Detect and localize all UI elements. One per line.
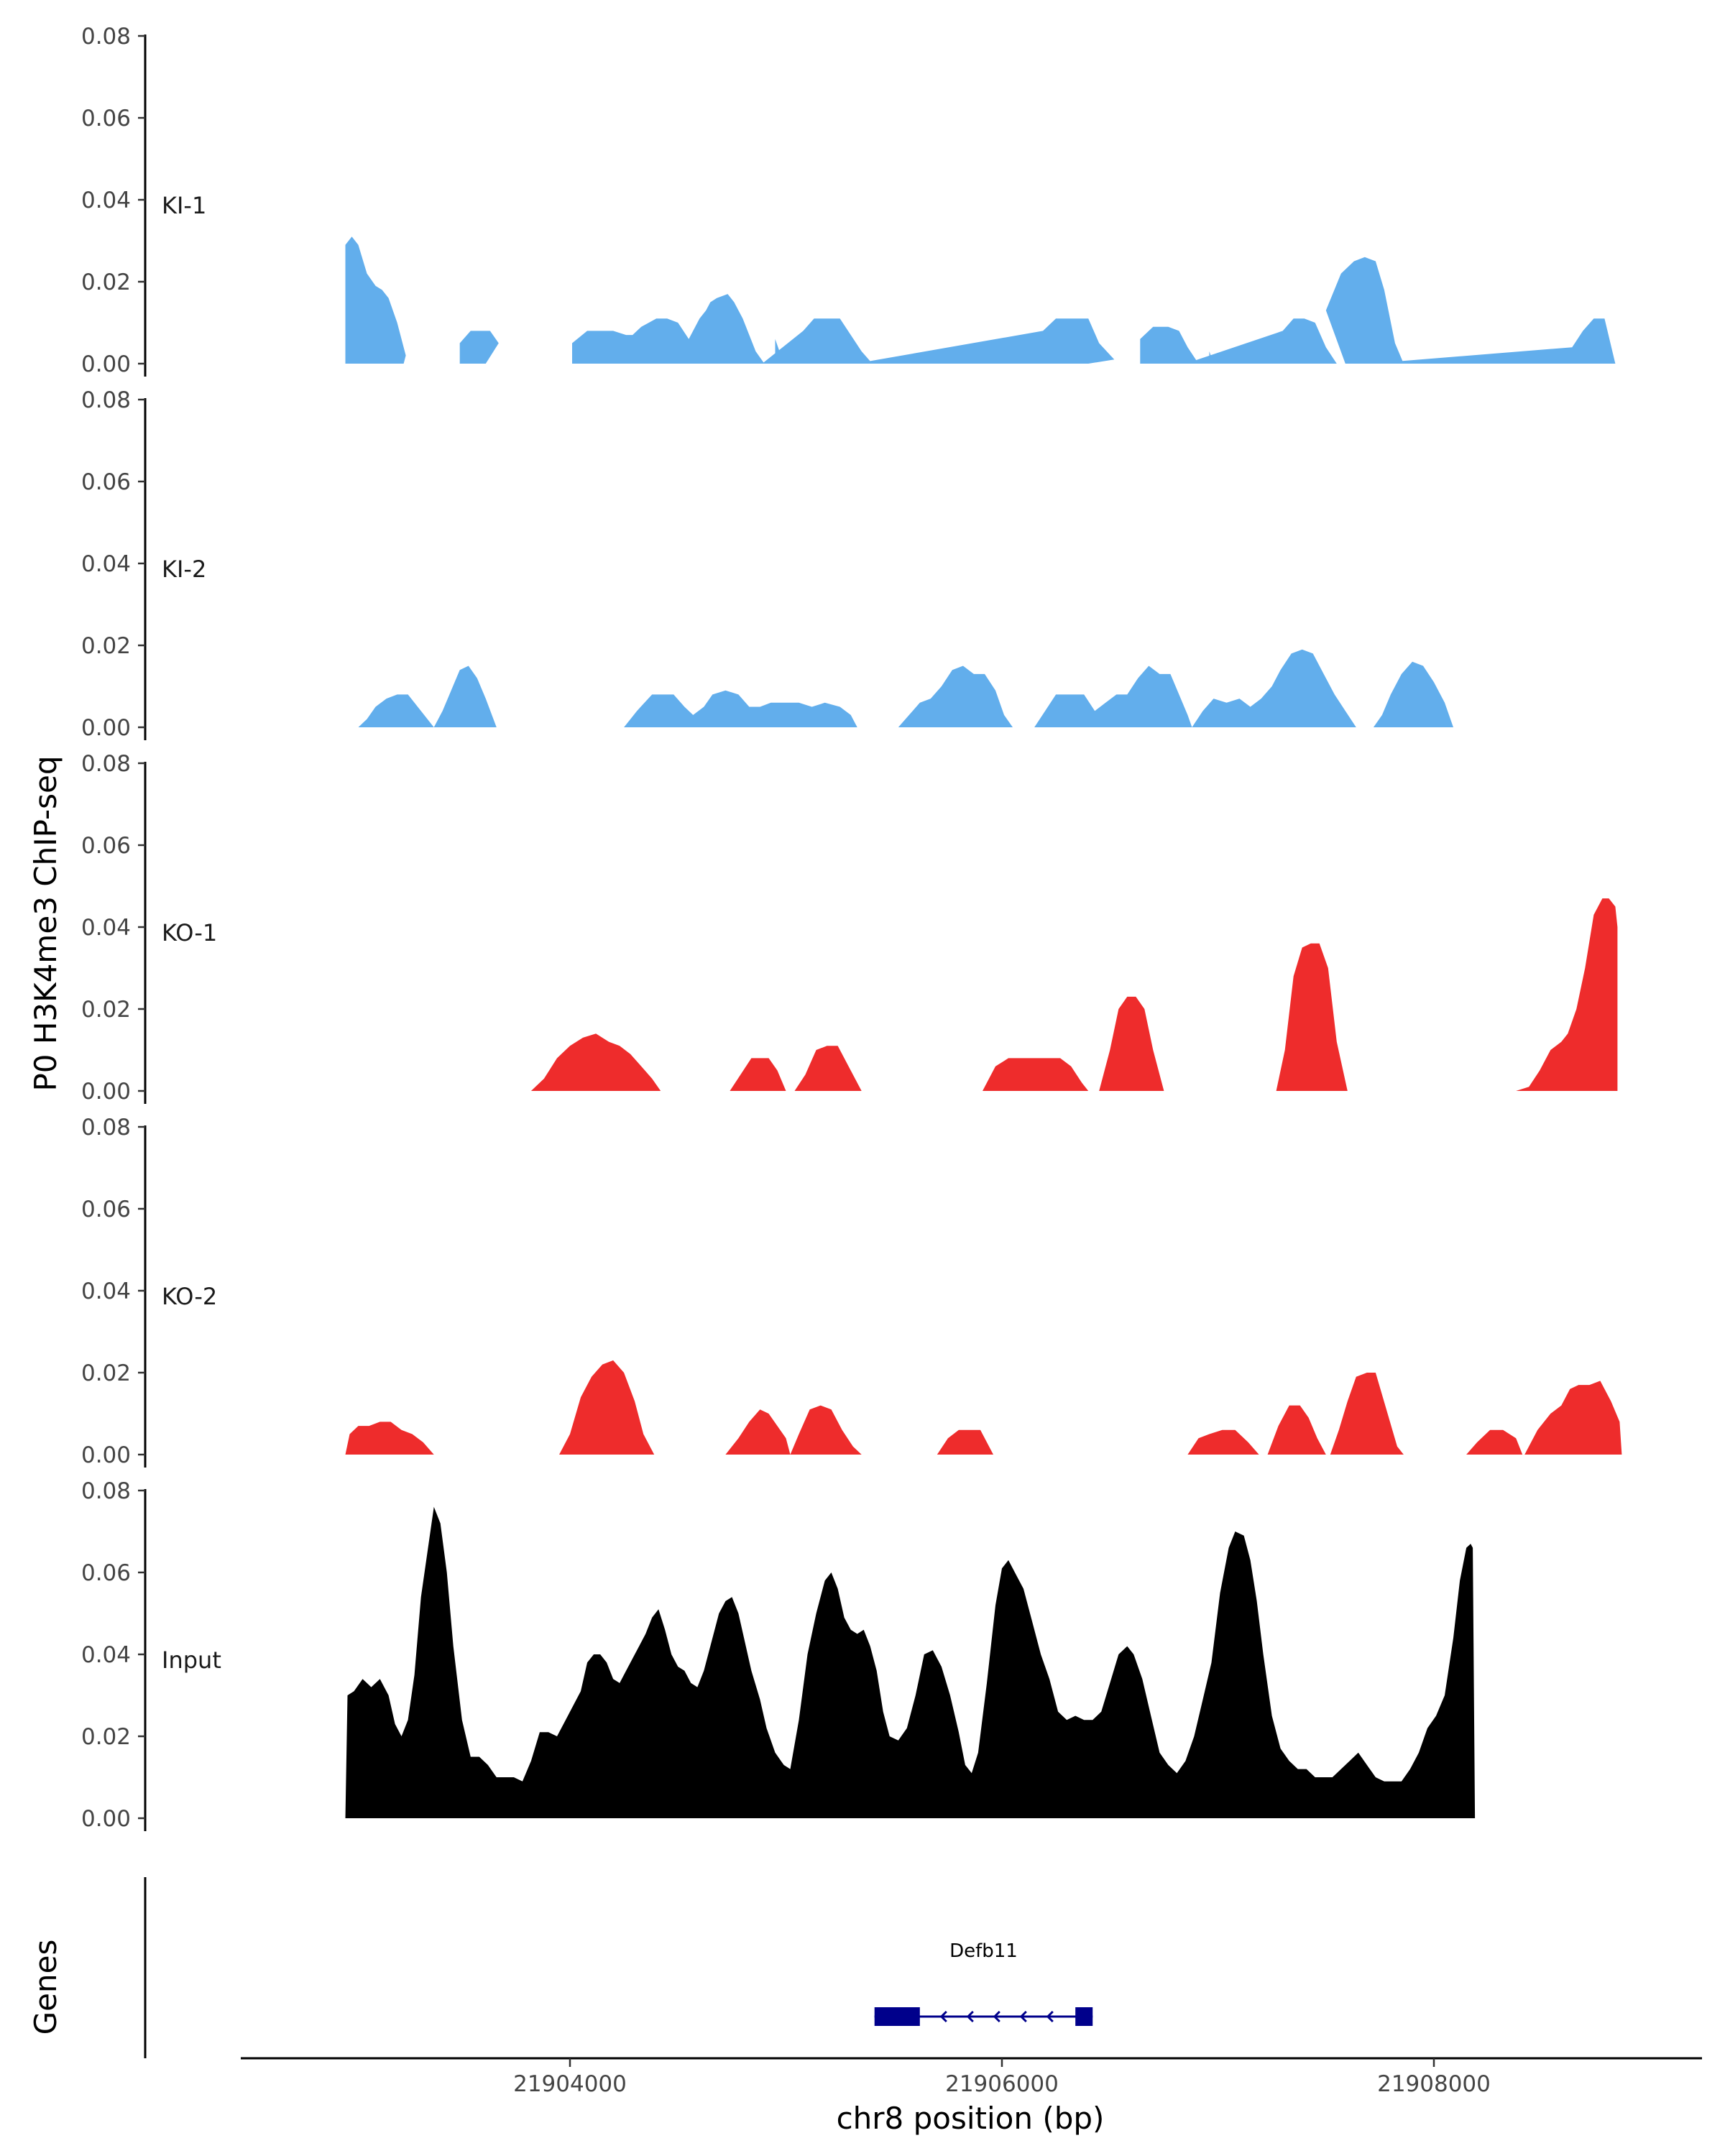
y-tick-label: 0.04 <box>81 1279 131 1304</box>
y-tick-label: 0.06 <box>81 106 131 132</box>
signal-peak <box>1185 318 1337 364</box>
signal-peak <box>459 331 499 364</box>
signal-peak <box>345 1506 1476 1818</box>
track-ki-1: 0.00 0.02 0.04 0.06 0.08 KI-1 <box>81 24 1616 377</box>
signal-peak <box>1140 326 1199 364</box>
signal-peak <box>983 1058 1089 1091</box>
track-label: KI-1 <box>162 192 206 219</box>
signal-peak <box>1276 943 1348 1091</box>
strand-arrow <box>993 2010 1000 2023</box>
signal-peak <box>1099 996 1164 1091</box>
x-axis-title: chr8 position (bp) <box>837 2101 1105 2136</box>
y-tick-label: 0.00 <box>81 715 131 741</box>
strand-arrow <box>939 2010 947 2023</box>
tracks-layer: 0.00 0.02 0.04 0.06 0.08 KI-1 0.00 0.02 0.04 0.06… <box>81 24 1622 1832</box>
signal-peak <box>433 665 497 727</box>
signal-peak <box>1524 1381 1622 1455</box>
track-input: 0.00 0.02 0.04 0.06 0.08 Input <box>81 1478 1476 1832</box>
signal-peak <box>530 1033 661 1091</box>
signal-peak <box>345 236 406 364</box>
y-tick-label: 0.06 <box>81 833 131 859</box>
y-tick-label: 0.00 <box>81 1079 131 1105</box>
genes-panel-title: Genes <box>28 1940 63 2035</box>
gene-exon <box>1075 2007 1093 2026</box>
signal-peak <box>1466 1429 1523 1455</box>
y-tick-label: 0.04 <box>81 188 131 213</box>
y-tick-label: 0.04 <box>81 1642 131 1668</box>
strand-arrow <box>966 2010 974 2023</box>
signal-peak <box>1187 1429 1259 1455</box>
signal-peak <box>1034 665 1192 727</box>
y-tick-label: 0.08 <box>81 387 131 413</box>
strand-arrow <box>1046 2010 1054 2023</box>
signal-peak <box>1373 661 1453 727</box>
y-tick-label: 0.02 <box>81 1724 131 1750</box>
y-tick-label: 0.00 <box>81 351 131 377</box>
y-tick-label: 0.06 <box>81 469 131 495</box>
y-tick-label: 0.08 <box>81 1115 131 1141</box>
signal-peak <box>358 694 434 727</box>
x-tick-label: 21906000 <box>945 2071 1059 2097</box>
gene-exon <box>874 2007 920 2026</box>
signal-peak <box>790 1405 862 1455</box>
x-tick-label: 21908000 <box>1377 2071 1491 2097</box>
track-ko-2: 0.00 0.02 0.04 0.06 0.08 KO-2 <box>81 1115 1622 1468</box>
signal-peak <box>1368 318 1616 364</box>
signal-peak <box>559 1360 655 1455</box>
y-tick-label: 0.02 <box>81 633 131 659</box>
signal-peak <box>762 318 873 364</box>
y-tick-label: 0.00 <box>81 1442 131 1468</box>
y-tick-label: 0.02 <box>81 270 131 295</box>
y-tick-label: 0.08 <box>81 751 131 777</box>
y-tick-label: 0.06 <box>81 1197 131 1222</box>
gene-panel: Defb11 <box>144 1877 1093 2058</box>
y-tick-label: 0.08 <box>81 24 131 50</box>
signal-peak <box>898 665 1013 727</box>
y-tick-label: 0.08 <box>81 1478 131 1504</box>
signal-peak <box>1330 1373 1404 1455</box>
signal-peak <box>345 1422 434 1455</box>
signal-peak <box>855 318 1115 364</box>
signal-peak <box>725 1409 791 1455</box>
signal-peak <box>624 690 857 727</box>
track-label: Input <box>162 1646 221 1674</box>
signal-peak <box>1267 1405 1326 1455</box>
y-tick-label: 0.00 <box>81 1806 131 1832</box>
gene-name-label: Defb11 <box>949 1940 1018 1962</box>
x-tick-label: 21904000 <box>513 2071 627 2097</box>
y-tick-label: 0.04 <box>81 551 131 577</box>
y-axis-title: P0 H3K4me3 ChIP-seq <box>28 755 63 1091</box>
signal-peak <box>1516 898 1618 1091</box>
y-tick-label: 0.04 <box>81 915 131 941</box>
track-ko-1: 0.00 0.02 0.04 0.06 0.08 KO-1 <box>81 751 1618 1105</box>
signal-peak <box>730 1058 786 1091</box>
track-ki-2: 0.00 0.02 0.04 0.06 0.08 KI-2 <box>81 387 1453 741</box>
y-tick-label: 0.06 <box>81 1560 131 1586</box>
signal-peak <box>937 1429 993 1455</box>
signal-peak <box>572 294 765 364</box>
strand-arrow <box>1019 2010 1027 2023</box>
y-tick-label: 0.02 <box>81 1360 131 1386</box>
x-axis: 21904000 21906000 21908000 <box>241 2057 1702 2097</box>
track-label: KO-1 <box>162 919 217 946</box>
signal-peak <box>1192 649 1356 727</box>
signal-peak <box>1325 257 1404 364</box>
signal-peak <box>794 1046 862 1091</box>
track-label: KI-2 <box>162 556 206 583</box>
y-tick-label: 0.02 <box>81 997 131 1023</box>
track-label: KO-2 <box>162 1283 217 1310</box>
